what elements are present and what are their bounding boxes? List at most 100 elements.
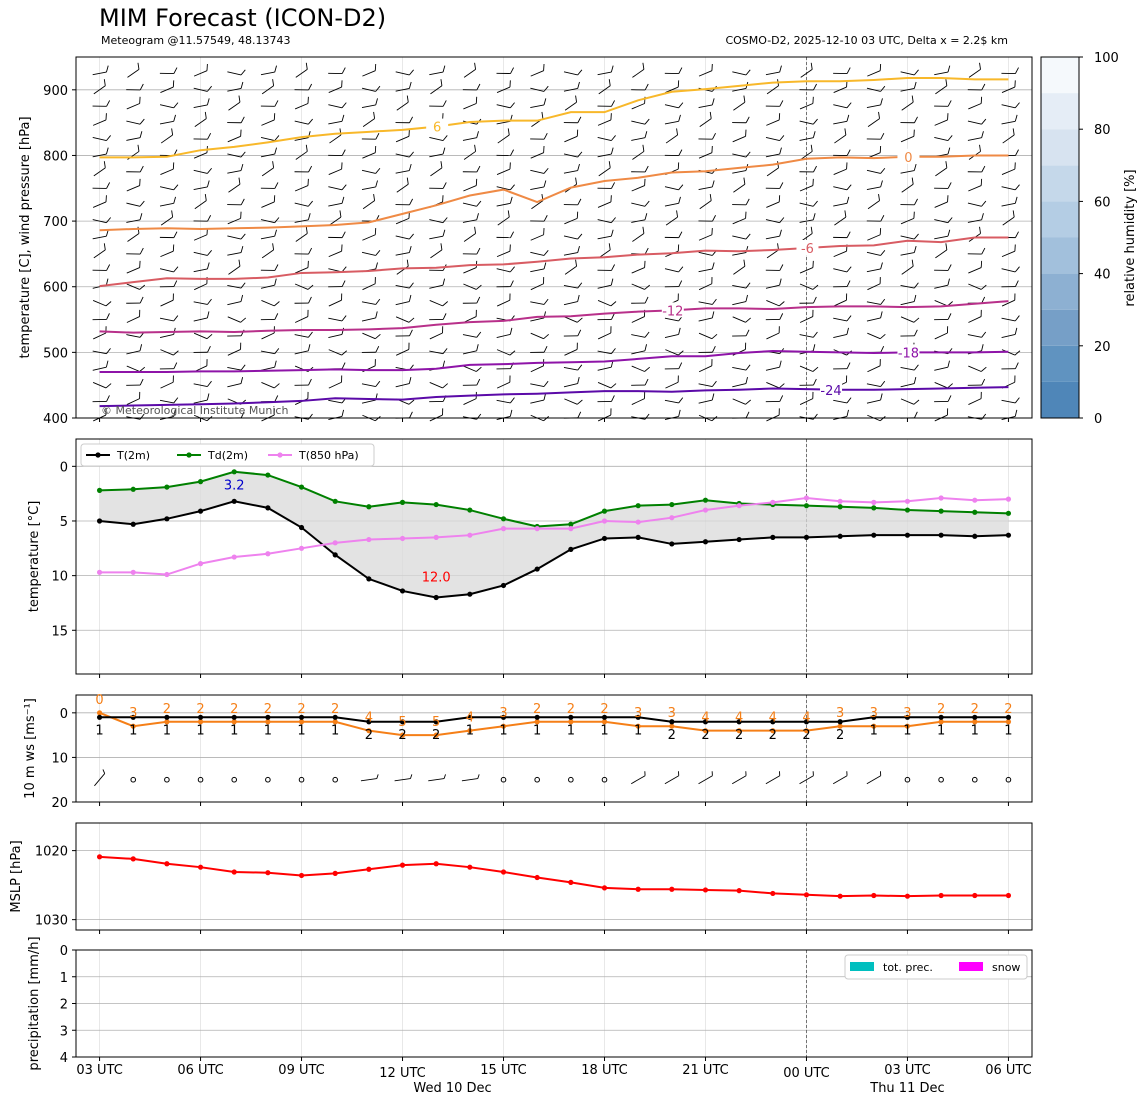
wind-barb xyxy=(665,80,680,93)
wind-barb-flag xyxy=(644,366,650,372)
wind-barb xyxy=(461,774,480,782)
wind-barb-flag xyxy=(307,284,314,290)
wind-barb xyxy=(496,184,515,191)
wind-barb-flag xyxy=(475,284,482,290)
wind-barb-flag xyxy=(442,182,447,189)
wind-barb xyxy=(564,211,579,225)
wind-barb-flag xyxy=(507,210,510,218)
wind-barb-flag xyxy=(375,262,378,270)
wind-barb xyxy=(429,313,447,321)
wind-barb-shaft xyxy=(632,69,645,78)
wind-barb-flag xyxy=(509,327,513,335)
wind-barb xyxy=(597,65,614,76)
calm-wind-marker xyxy=(500,776,507,783)
wind-barb-flag xyxy=(678,771,680,776)
wind-barb-flag xyxy=(543,85,549,92)
wind-barb xyxy=(900,245,917,256)
series-t850hpa-point xyxy=(871,499,877,505)
wind-barb-shaft xyxy=(159,120,174,125)
wind-barb-shaft xyxy=(900,217,915,225)
wind-barb-flag xyxy=(1014,327,1018,335)
colorbar-segment xyxy=(1041,165,1079,202)
wind-barb-shaft xyxy=(597,119,612,126)
legend-marker xyxy=(95,452,101,458)
wind-barb-flag xyxy=(945,243,948,250)
colorbar-segment xyxy=(1041,381,1079,418)
wind-barb-shaft xyxy=(429,299,443,307)
wind-barb xyxy=(866,262,883,273)
wind-barb-flag xyxy=(880,98,883,106)
series-gust-point xyxy=(500,723,507,729)
wind-barb xyxy=(261,408,275,422)
wind-barb-flag xyxy=(844,210,847,218)
wind-barb xyxy=(361,311,378,322)
wind-barb-flag xyxy=(981,331,987,338)
wind-barb xyxy=(530,380,549,387)
wind-barb-shaft xyxy=(698,775,713,785)
wind-barb-shaft xyxy=(631,103,645,110)
wind-barb-flag xyxy=(307,260,309,268)
wind-barb-flag xyxy=(947,113,949,120)
wind-barb-flag xyxy=(879,771,882,776)
wind-barb-flag xyxy=(238,259,241,267)
wind-barb-shaft xyxy=(866,301,881,305)
wind-barb xyxy=(698,180,715,191)
wind-barb xyxy=(664,327,681,338)
series-t2m-point xyxy=(635,534,641,540)
wind-barb-shaft xyxy=(530,104,545,109)
wind-barb-flag xyxy=(375,167,381,174)
wind-barb-shaft xyxy=(462,350,477,355)
mean-wind-value-label: 1 xyxy=(1004,723,1012,738)
wind-barb-shaft xyxy=(429,414,443,422)
series-mean-wind-point xyxy=(534,714,540,720)
wind-barb-shaft xyxy=(227,217,241,225)
wind-barb xyxy=(866,167,886,174)
wind-barb-flag xyxy=(305,226,308,234)
wind-barb-flag xyxy=(812,331,818,338)
isotherm-label: 6 xyxy=(433,121,441,136)
wind-barb-flag xyxy=(980,178,983,186)
wind-barb-flag xyxy=(812,260,814,268)
wind-barb-shaft xyxy=(766,414,780,422)
wind-barb-flag xyxy=(880,311,883,319)
wind-barb-flag xyxy=(576,211,579,219)
wind-barb xyxy=(833,266,852,273)
wind-barb-flag xyxy=(1014,409,1018,417)
wind-barb-shaft xyxy=(732,366,747,371)
wind-barb-flag xyxy=(442,135,448,141)
wind-barb xyxy=(430,79,443,95)
series-t2m-point xyxy=(736,536,742,543)
mean-wind-value-label: 1 xyxy=(937,723,945,738)
wind-barb-shaft xyxy=(665,134,678,144)
wind-barb xyxy=(934,182,952,189)
wind-barb-flag xyxy=(341,114,345,122)
wind-barb-shaft xyxy=(766,119,780,126)
wind-barb-flag xyxy=(1012,128,1015,136)
wind-barb xyxy=(227,211,242,225)
wind-barb-flag xyxy=(442,313,447,320)
wind-barb-shaft xyxy=(664,104,679,109)
wind-barb xyxy=(92,348,111,355)
wind-barb xyxy=(159,362,178,370)
wind-barb-shaft xyxy=(900,135,915,143)
wind-barb-shaft xyxy=(360,778,377,782)
wind-barb-shaft xyxy=(361,317,376,322)
wind-barb-flag xyxy=(408,245,412,253)
wind-barb-shaft xyxy=(194,283,208,291)
wind-barb-shaft xyxy=(261,299,275,307)
wind-barb xyxy=(1001,266,1020,273)
wind-barb-shaft xyxy=(530,169,545,174)
wind-barb-shaft xyxy=(329,134,342,144)
wind-barb-flag xyxy=(846,280,851,287)
wind-barb-shaft xyxy=(698,251,713,256)
wind-barb-shaft xyxy=(462,202,477,207)
y-tick-label: 900 xyxy=(43,84,68,99)
wind-barb-flag xyxy=(240,233,246,240)
wind-barb-shaft xyxy=(664,333,679,338)
wind-barb xyxy=(632,144,645,160)
wind-barb xyxy=(126,296,144,304)
wind-barb xyxy=(766,299,785,307)
wind-barb-flag xyxy=(577,245,580,253)
series-t2m-point xyxy=(164,516,170,522)
wind-barb xyxy=(361,98,378,109)
